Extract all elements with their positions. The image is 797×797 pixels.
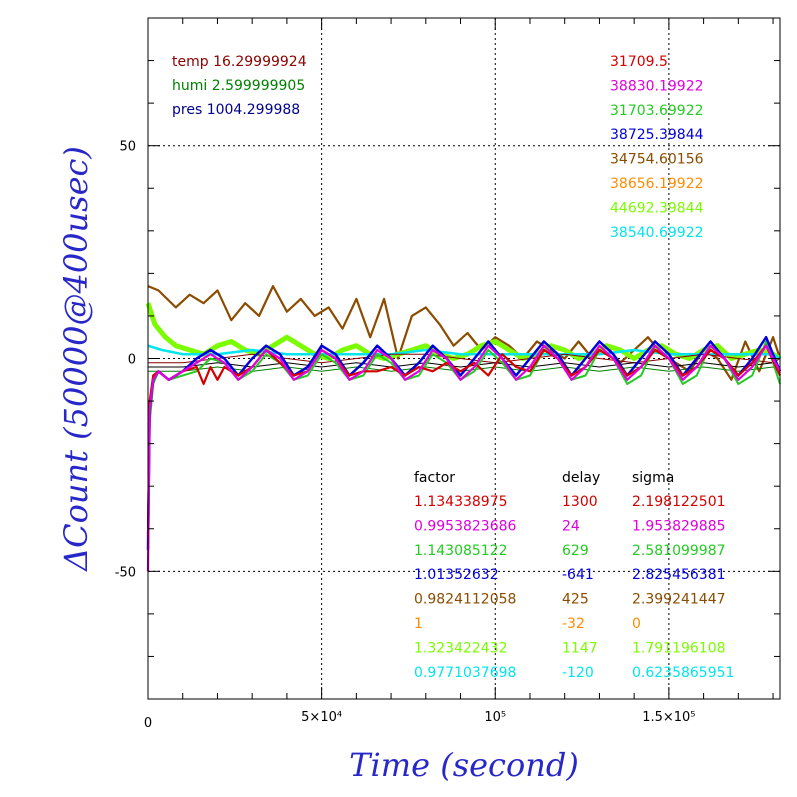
mean-value: 34754.60156 (610, 152, 704, 168)
table-header: factor (414, 470, 455, 486)
table-sigma-cell: 1.791196108 (632, 640, 726, 656)
annotations: temp 16.29999924 humi 2.599999905 pres 100… (172, 54, 734, 681)
table-sigma-cell: 0.6235865951 (632, 665, 734, 681)
mean-value: 38830.19922 (610, 78, 704, 94)
mean-value: 38725.39844 (610, 127, 704, 143)
table-factor-cell: 1 (414, 616, 423, 632)
table-factor-cell: 1.134338975 (414, 494, 508, 510)
series-layer (145, 285, 782, 572)
y-tick-label: 50 (119, 140, 136, 155)
table-factor-cell: 0.9953823686 (414, 518, 517, 534)
mean-value: 31703.69922 (610, 103, 704, 119)
env-label: pres 1004.299988 (172, 102, 300, 118)
table-delay-cell: 425 (562, 592, 589, 608)
table-sigma-cell: 2.581099987 (632, 543, 726, 559)
y-axis-label: ΔCount (50000@400usec) (57, 146, 95, 573)
table-factor-cell: 1.323422432 (414, 640, 508, 656)
table-factor-cell: 0.9771037698 (414, 665, 516, 681)
table-header: sigma (632, 470, 674, 486)
mean-value: 38656.19922 (610, 176, 704, 192)
series-line-9 (146, 344, 781, 572)
mean-value: 31709.5 (610, 54, 668, 70)
table-sigma-cell: 1.953829885 (632, 518, 726, 534)
series-line-4 (148, 362, 781, 368)
env-label: temp 16.29999924 (172, 54, 307, 70)
table-delay-cell: 1300 (562, 494, 598, 510)
x-axis-label: Time (second) (349, 746, 579, 784)
table-delay-cell: -32 (562, 616, 585, 632)
x-tick-label: 1.5×10⁵ (642, 710, 695, 725)
table-sigma-cell: 2.198122501 (632, 494, 726, 510)
table-delay-cell: -120 (562, 665, 594, 681)
series-line-5 (148, 366, 781, 372)
tick-marks (147, 17, 780, 700)
mean-value: 44692.39844 (610, 200, 704, 216)
env-label: humi 2.599999905 (172, 78, 305, 94)
x-tick-label: 5×10⁴ (301, 710, 342, 725)
table-delay-cell: 629 (562, 543, 589, 559)
series-line-2 (147, 344, 781, 360)
table-factor-cell: 1.143085122 (414, 543, 508, 559)
table-factor-cell: 1.01352632 (414, 567, 499, 583)
table-header: delay (562, 470, 600, 486)
x-tick-label: 10⁵ (484, 710, 506, 725)
table-sigma-cell: 0 (632, 616, 641, 632)
table-delay-cell: -641 (562, 567, 594, 583)
table-delay-cell: 1147 (562, 640, 598, 656)
table-delay-cell: 24 (562, 518, 580, 534)
table-factor-cell: 0.9824112058 (414, 592, 516, 608)
table-sigma-cell: 2.399241447 (632, 592, 726, 608)
tick-labels: 0 5×10⁴ 10⁵ 1.5×10⁵ 50 0 -50 (115, 140, 696, 731)
x-tick-label: 0 (144, 716, 152, 731)
y-tick-label: 0 (128, 353, 136, 368)
table-sigma-cell: 2.825456381 (632, 567, 726, 583)
series-line-8 (146, 344, 781, 538)
y-tick-label: -50 (115, 565, 136, 580)
mean-value: 38540.69922 (610, 225, 704, 241)
